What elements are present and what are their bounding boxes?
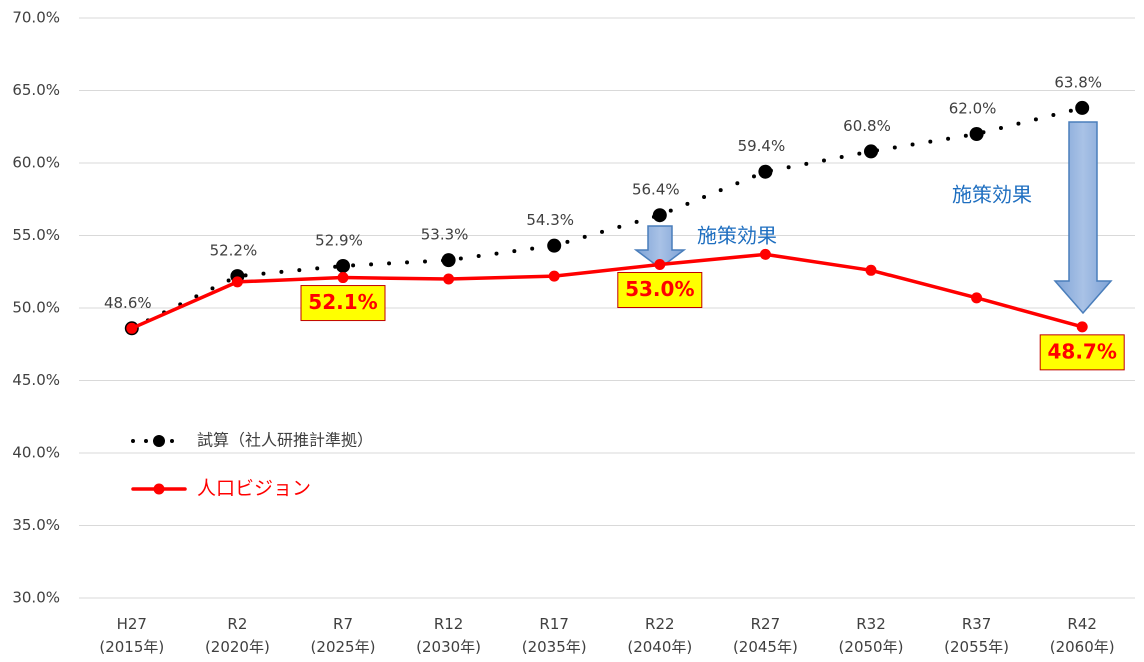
series-line: [129, 105, 1085, 331]
point: [758, 164, 773, 179]
point: [1076, 321, 1088, 333]
data-label: 52.1%: [308, 290, 377, 314]
point: [1075, 100, 1090, 115]
x-tick-label: R27 (2045年): [732, 615, 798, 656]
y-tick-label: 70.0%: [12, 9, 60, 27]
data-label: 48.6%: [104, 294, 152, 312]
point: [337, 272, 349, 284]
y-tick-label: 30.0%: [12, 589, 60, 607]
effect-arrow: [1053, 121, 1113, 315]
label-box: [617, 272, 703, 308]
point: [969, 127, 984, 141]
y-tick-label: 55.0%: [12, 226, 60, 244]
data-label: 56.4%: [632, 181, 680, 199]
data-label: 53.0%: [625, 277, 694, 301]
point: [441, 253, 456, 268]
legend-marker: [153, 483, 165, 495]
x-tick-label: R42 (2060年): [1049, 615, 1115, 656]
x-tick-label: R37 (2055年): [944, 615, 1010, 656]
y-tick-label: 50.0%: [12, 299, 60, 317]
point: [231, 276, 243, 288]
point: [443, 273, 455, 285]
point: [971, 292, 983, 304]
label-box: [1039, 334, 1125, 371]
point: [864, 144, 878, 159]
x-tick-label: R22 (2040年): [627, 615, 693, 656]
data-label: 53.3%: [421, 226, 469, 244]
y-tick-label: 65.0%: [12, 81, 60, 99]
annotation: 施策効果: [697, 224, 777, 248]
x-tick-label: R2 (2020年): [204, 615, 270, 656]
y-tick-label: 40.0%: [12, 444, 60, 462]
data-label: 59.4%: [738, 137, 786, 155]
series-line: [130, 252, 1084, 331]
x-tick-label: H27 (2015年): [99, 615, 165, 656]
data-label: 52.2%: [210, 242, 258, 260]
legend-label: 試算（社人研推計準拠）: [197, 431, 373, 450]
data-label: 48.7%: [1048, 339, 1117, 363]
point: [654, 259, 666, 270]
legend-marker: [153, 435, 165, 447]
x-tick-label: R17 (2035年): [521, 615, 587, 656]
y-tick-label: 45.0%: [12, 371, 60, 389]
y-tick-label: 60.0%: [12, 154, 60, 172]
x-tick-label: R7 (2025年): [310, 615, 376, 656]
legend-label: 人口ビジョン: [197, 478, 311, 500]
point: [336, 258, 350, 273]
data-label: 60.8%: [843, 117, 891, 135]
point: [865, 264, 877, 276]
data-label: 62.0%: [949, 100, 997, 118]
point: [548, 270, 560, 282]
annotation: 施策効果: [952, 183, 1032, 207]
effect-arrow: [633, 225, 687, 269]
data-label: 54.3%: [526, 211, 574, 229]
data-label: 52.9%: [315, 231, 363, 249]
point: [126, 322, 138, 334]
point: [652, 208, 667, 223]
label-box: [300, 285, 386, 322]
x-tick-label: R12 (2030年): [416, 615, 482, 656]
x-tick-label: R32 (2050年): [838, 615, 904, 656]
data-label: 63.8%: [1054, 73, 1102, 91]
point: [547, 238, 562, 253]
y-tick-label: 35.0%: [12, 516, 60, 534]
point: [759, 248, 771, 260]
